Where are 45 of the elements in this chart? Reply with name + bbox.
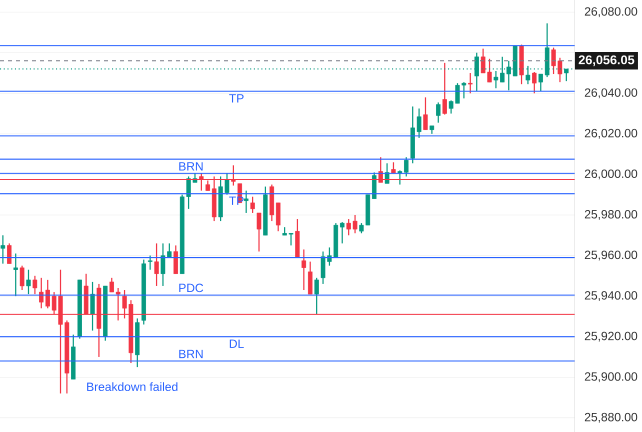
y-tick-label: 25,940.00 — [584, 291, 638, 302]
candlestick — [538, 73, 543, 92]
candlestick — [308, 261, 312, 295]
candlestick — [154, 242, 159, 287]
y-tick-label: 25,920.00 — [584, 332, 638, 342]
y-tick-label: 25,900.00 — [584, 372, 638, 382]
candlestick — [148, 254, 152, 270]
candlestick — [32, 275, 38, 295]
candlestick — [244, 190, 248, 214]
candlestick — [532, 71, 537, 94]
ref-line-label: BRN — [179, 350, 203, 358]
candlestick — [109, 277, 114, 293]
ref-line-label: 26,056.05 — [578, 55, 634, 66]
ref-line-label: BRN — [179, 162, 203, 170]
ref-line-label: DL — [230, 340, 244, 348]
ref-line-label: PDC — [179, 284, 204, 292]
candlestick — [90, 281, 95, 332]
candlestick — [314, 277, 319, 315]
candlestick — [20, 265, 24, 291]
candlestick — [468, 72, 473, 94]
candlestick — [250, 196, 255, 214]
candlestick — [174, 244, 178, 274]
candlestick — [302, 248, 306, 291]
candlestick — [404, 156, 409, 178]
candlestick — [340, 221, 344, 244]
candlestick — [372, 172, 377, 200]
candlestick — [0, 234, 6, 264]
y-tick-label: 25,960.00 — [584, 250, 638, 260]
candlestick — [7, 242, 12, 264]
candlestick — [256, 212, 262, 252]
y-tick-label: 26,020.00 — [584, 128, 638, 139]
candlestick — [436, 102, 441, 124]
y-tick-label: 25,880.00 — [584, 412, 638, 423]
y-tick-label: 26,000.00 — [584, 169, 638, 180]
candlestick — [442, 62, 447, 116]
candlestick — [13, 252, 18, 297]
candlestick — [423, 96, 428, 130]
candlestick — [26, 269, 31, 295]
candlestick — [276, 202, 280, 232]
y-tick-label: 26,080.00 — [584, 7, 638, 18]
candlestick — [39, 277, 44, 309]
y-tick-label: 26,040.00 — [584, 88, 638, 98]
annotation: Breakdown failed — [87, 382, 178, 392]
ref-line-label: TP — [229, 94, 244, 102]
y-tick-label: 25,980.00 — [584, 210, 638, 220]
